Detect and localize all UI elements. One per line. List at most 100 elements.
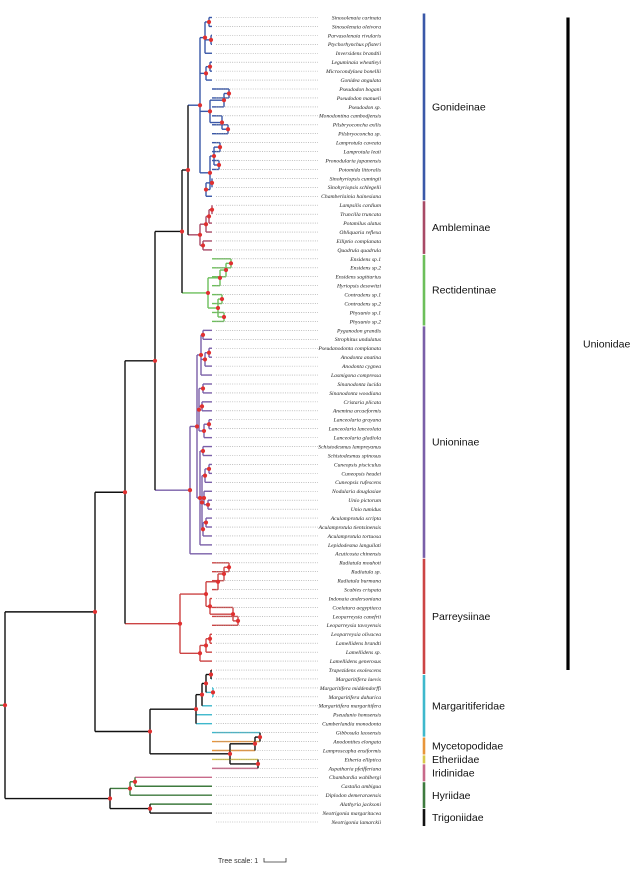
taxon-label: Lamellidens brandti: [335, 641, 382, 647]
support-node: [147, 806, 153, 811]
support-node: [226, 91, 232, 96]
taxon-label: Anodonta cygnea: [341, 364, 381, 370]
support-node: [203, 591, 209, 597]
taxon-label: Acuticosta chinensis: [334, 552, 381, 558]
support-node: [202, 473, 208, 478]
support-node: [127, 786, 133, 791]
taxon-label: Lanceolaria gladiola: [333, 436, 382, 442]
support-node: [197, 651, 203, 656]
support-node: [207, 170, 213, 175]
support-node: [198, 352, 204, 358]
taxon-label: Obliquaria reflexa: [339, 229, 381, 236]
support-node: [217, 145, 223, 150]
taxon-label: Alathyria jacksoni: [339, 802, 382, 808]
support-node: [92, 609, 98, 614]
support-node: [221, 571, 227, 577]
taxon-label: Parvasolenaia rivularis: [327, 33, 381, 39]
tree-branches: [0, 16, 261, 814]
taxon-label: Anodontites elongata: [332, 739, 381, 745]
support-node: [194, 424, 200, 429]
support-node: [200, 527, 206, 532]
taxon-label: Ensidens sp.1: [349, 257, 381, 263]
tree-scale-line: [263, 858, 287, 863]
taxon-label: Cuneopsis heudei: [341, 471, 381, 477]
taxon-label: Contradens sp.2: [344, 301, 381, 307]
taxon-label: Sinanodonta woodiana: [329, 391, 381, 397]
taxon-label: Gonidea angulata: [340, 78, 381, 84]
taxon-label: Indonaia andersoniana: [328, 596, 382, 602]
tree-scale-label: Tree scale: 1: [218, 858, 258, 865]
taxon-label: Radiatula burmana: [336, 579, 381, 585]
taxon-label: Truncilla truncata: [340, 212, 381, 218]
support-node: [185, 167, 191, 173]
taxon-label: Ensidens sp.2: [349, 266, 381, 272]
taxon-label: Schistodesmus lampreyanus: [318, 444, 381, 450]
taxon-label: Lasmigona compressa: [330, 373, 381, 379]
support-node: [179, 229, 185, 234]
taxon-label: Potamilus alatus: [342, 221, 381, 227]
taxon-label: Aculamprotula tientsinensis: [318, 525, 381, 531]
support-node: [206, 214, 212, 219]
support-node: [201, 495, 207, 501]
support-node: [225, 127, 231, 132]
taxon-label: Leoparreysia canefrii: [332, 613, 382, 620]
taxon-label: Nodularia douglasiae: [331, 489, 381, 495]
taxon-label: Inversidens brandtii: [335, 51, 382, 57]
taxon-label: Anemina arcaeformis: [332, 408, 381, 415]
support-node: [221, 314, 227, 320]
taxon-label: Cuneopsis rufescens: [335, 479, 381, 486]
taxon-label: Diplodon demeraraensis: [325, 793, 381, 799]
support-node: [215, 305, 221, 311]
clade-label-etheriidae: Etheriidae: [432, 754, 479, 766]
taxon-label: Pseudodon sp.: [347, 105, 381, 111]
taxon-label: Lepidodesma languilati: [327, 543, 381, 549]
support-node: [196, 407, 202, 412]
taxon-label: Neotrigonia margaritacea: [321, 811, 381, 817]
taxon-label: Radiatula mouhoti: [338, 561, 381, 567]
support-node: [152, 358, 158, 363]
taxon-label: Aculamprotula scripta: [330, 516, 381, 522]
support-node: [208, 672, 214, 677]
support-node: [206, 422, 212, 427]
taxon-label: Pseudunio homsensis: [332, 713, 381, 719]
taxon-label: Scabies crispata: [344, 587, 381, 593]
taxon-label: Strophitus undulatus: [335, 337, 381, 343]
support-node: [227, 751, 233, 756]
taxon-label: Lampsilis cardium: [338, 203, 381, 209]
support-node: [209, 207, 215, 212]
taxon-label: Chambardia wahlbergi: [329, 775, 381, 781]
support-node: [122, 490, 128, 495]
taxon-label: Cristaria plicata: [344, 400, 382, 406]
taxon-label: Lanceolaria lanceolata: [328, 427, 382, 433]
support-node: [197, 495, 203, 501]
taxon-label: Unio tumidus: [351, 507, 381, 513]
support-node: [257, 734, 263, 740]
taxon-label: Sinosolenaia oleivora: [332, 24, 381, 30]
taxon-label: Lamellidens sp.: [345, 650, 381, 656]
taxon-label: Lamprotula caveata: [335, 141, 381, 147]
taxon-label: Coelatura aegyptiaca: [332, 605, 381, 611]
clade-label-trigoniidae: Trigoniidae: [432, 812, 484, 824]
clade-label-unionidae: Unionidae: [583, 338, 630, 350]
support-node: [193, 707, 199, 712]
support-node: [197, 232, 203, 237]
support-node: [203, 71, 209, 76]
taxon-label: Trapezidens exolescens: [329, 668, 381, 674]
clade-label-hyriidae: Hyriidae: [432, 790, 471, 802]
support-node: [107, 796, 113, 801]
support-node-markers: [2, 19, 263, 811]
tree-scale-bar: Tree scale: 1: [218, 858, 287, 865]
taxon-label: Cuneopsis pisciculus: [334, 462, 381, 468]
taxon-label: Lamproscapha ensiformis: [322, 747, 381, 754]
taxon-label: Castalia ambigua: [341, 784, 381, 790]
taxon-label: Sinohyriopsis cumingii: [330, 176, 382, 182]
taxon-label: Margaritifera margaritifera: [317, 703, 381, 710]
taxon-label: Ensidens sagittarius: [334, 275, 381, 281]
taxon-label: Pseudodon manueli: [336, 96, 382, 102]
support-node: [206, 350, 212, 355]
support-node: [203, 681, 209, 686]
support-node: [209, 180, 215, 185]
support-node: [211, 153, 217, 159]
support-node: [219, 296, 225, 302]
support-node: [203, 222, 209, 227]
